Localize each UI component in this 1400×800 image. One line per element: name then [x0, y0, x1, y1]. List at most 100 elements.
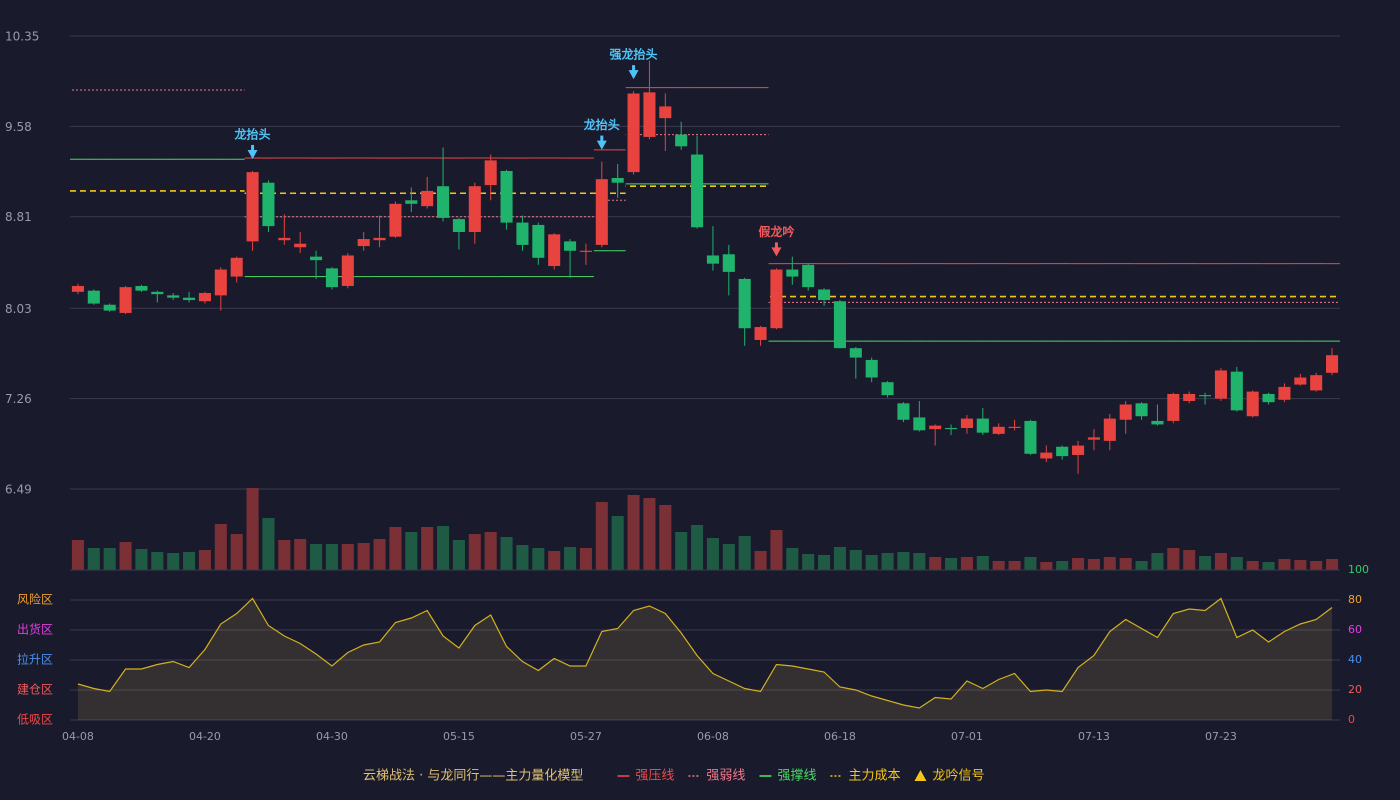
- x-tick-label: 07-23: [1205, 730, 1237, 743]
- candle-body: [1294, 377, 1307, 385]
- candle-body: [897, 403, 910, 420]
- x-tick-label: 04-08: [62, 730, 94, 743]
- volume-bar: [1326, 559, 1339, 570]
- volume-bar: [389, 527, 402, 570]
- signal-label: 龙抬头: [235, 126, 271, 141]
- indicator-tick-label: 60: [1348, 623, 1362, 636]
- candle-body: [484, 160, 497, 186]
- x-tick-label: 05-27: [570, 730, 602, 743]
- volume-bar: [722, 544, 735, 570]
- volume-bar: [71, 540, 84, 570]
- candle-body: [167, 295, 180, 298]
- candle-body: [564, 241, 577, 251]
- y-tick-label: 10.35: [5, 30, 39, 44]
- candle-body: [532, 224, 545, 258]
- candle-body: [1246, 391, 1259, 417]
- volume-bar: [405, 532, 418, 570]
- candle-body: [1230, 371, 1243, 411]
- volume-bar: [849, 550, 862, 570]
- volume-bar: [135, 549, 148, 570]
- candle-body: [516, 222, 529, 245]
- legend-label: 强撑线: [777, 769, 816, 784]
- candle-body: [770, 269, 783, 329]
- signal-arrow-stem: [632, 65, 636, 72]
- candle-body: [389, 203, 402, 237]
- y-tick-label: 9.58: [5, 120, 32, 134]
- candle-body: [976, 418, 989, 433]
- zone-label: 建仓区: [17, 683, 53, 697]
- volume-bar: [1008, 561, 1021, 570]
- volume-bar: [818, 555, 831, 570]
- candle-body: [1199, 395, 1212, 397]
- signal-arrow: [771, 247, 782, 257]
- volume-bar: [198, 550, 211, 570]
- candle-body: [802, 264, 815, 288]
- candle-body: [1040, 452, 1053, 459]
- candle-body: [119, 287, 132, 313]
- volume-bar: [183, 552, 196, 570]
- candle-body: [1072, 445, 1085, 455]
- volume-bar: [992, 561, 1005, 570]
- volume-bar: [230, 534, 243, 570]
- volume-bar: [1294, 560, 1307, 570]
- volume-bar: [246, 488, 259, 570]
- candle-body: [310, 256, 323, 261]
- candle-body: [945, 427, 958, 430]
- volume-bar: [1278, 559, 1291, 570]
- candle-body: [103, 304, 116, 311]
- volume-bar: [103, 548, 116, 570]
- candle-body: [357, 239, 370, 247]
- volume-bar: [976, 556, 989, 570]
- volume-bar: [373, 539, 386, 570]
- y-tick-label: 6.49: [5, 483, 32, 497]
- x-tick-label: 06-08: [697, 730, 729, 743]
- signal-label: 强龙抬头: [610, 47, 658, 62]
- volume-bar: [214, 524, 227, 570]
- volume-bar: [167, 553, 180, 570]
- volume-bar: [294, 539, 307, 570]
- volume-bar: [691, 525, 704, 570]
- volume-bar: [516, 545, 529, 570]
- volume-bar: [913, 553, 926, 570]
- candle-body: [214, 269, 227, 296]
- volume-bar: [960, 557, 973, 570]
- volume-bar: [1199, 556, 1212, 570]
- candle-body: [627, 93, 640, 173]
- volume-bar: [1246, 561, 1259, 570]
- y-tick-label: 7.26: [5, 392, 32, 406]
- candle-body: [833, 301, 846, 349]
- candle-body: [960, 418, 973, 428]
- indicator-area: [77, 598, 1333, 720]
- candle-body: [1262, 393, 1275, 403]
- signal-arrow-stem: [600, 135, 604, 142]
- volume-bar: [881, 553, 894, 570]
- candle-body: [198, 293, 211, 302]
- zone-label: 低吸区: [17, 713, 53, 727]
- volume-bar: [754, 551, 767, 570]
- volume-bar: [579, 548, 592, 570]
- candle-body: [1135, 403, 1148, 417]
- candle-body: [1278, 386, 1291, 400]
- volume-bar: [1167, 548, 1180, 570]
- candle-body: [1167, 393, 1180, 421]
- volume-bar: [532, 548, 545, 570]
- candle-body: [278, 237, 291, 241]
- signal-arrow-stem: [251, 144, 255, 151]
- volume-bar: [945, 558, 958, 570]
- legend-label: 主力成本: [848, 769, 900, 784]
- volume-bar: [484, 532, 497, 570]
- candle-body: [1310, 375, 1323, 391]
- candle-body: [500, 170, 513, 223]
- signal-arrow-stem: [774, 242, 778, 249]
- candle-body: [373, 237, 386, 241]
- candle-body: [754, 327, 767, 340]
- legend-label: 强压线: [635, 769, 674, 784]
- indicator-tick-label: 40: [1348, 653, 1362, 666]
- legend-label: 强弱线: [706, 769, 745, 784]
- candle-body: [325, 268, 338, 288]
- y-tick-label: 8.81: [5, 210, 32, 224]
- candle-body: [881, 382, 894, 396]
- volume-bar: [1214, 553, 1227, 570]
- zone-label: 出货区: [17, 622, 53, 637]
